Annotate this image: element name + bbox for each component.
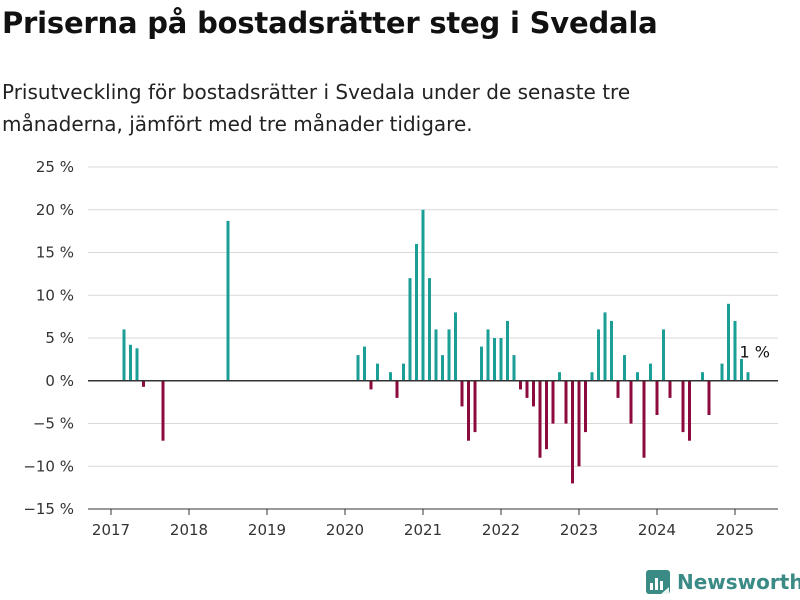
bar xyxy=(363,346,366,381)
bar xyxy=(447,329,451,381)
bar xyxy=(460,380,464,407)
bar xyxy=(519,380,522,390)
chart-title: Priserna på bostadsrätter steg i Svedala xyxy=(2,6,658,40)
y-tick-label: −5 % xyxy=(33,415,74,433)
bar xyxy=(454,312,457,381)
bar xyxy=(441,355,444,381)
newsworthy-logo-icon xyxy=(646,570,670,594)
bar xyxy=(610,320,613,381)
y-tick-label: 20 % xyxy=(36,201,74,219)
bar xyxy=(584,380,587,433)
bar xyxy=(655,380,659,415)
bar xyxy=(499,338,503,381)
x-tick-label: 2020 xyxy=(326,521,364,539)
x-tick-label: 2019 xyxy=(248,521,286,539)
bar xyxy=(408,278,412,381)
bar xyxy=(701,372,704,381)
bar xyxy=(369,380,373,390)
y-tick-label: 10 % xyxy=(36,286,74,304)
bar xyxy=(486,329,490,381)
bar xyxy=(376,363,379,381)
bar xyxy=(389,372,392,381)
bar xyxy=(473,380,477,433)
y-tick-label: 15 % xyxy=(36,244,74,262)
bar xyxy=(733,320,737,381)
bar xyxy=(662,329,665,381)
bar xyxy=(668,380,672,398)
bar xyxy=(636,372,639,381)
bar xyxy=(720,363,724,381)
bar xyxy=(642,380,646,458)
bar xyxy=(421,209,425,381)
bar xyxy=(577,380,581,467)
bar xyxy=(122,329,126,381)
axes: 25 % 20 % 15 % 10 % 5 % 0 % −5 % −10 % −15 % 2017… xyxy=(23,158,778,539)
x-tick-label: 2023 xyxy=(560,521,598,539)
bar xyxy=(493,338,496,381)
bar xyxy=(564,380,568,424)
x-tick-label: 2022 xyxy=(482,521,520,539)
bar xyxy=(558,372,561,381)
bar xyxy=(538,380,542,458)
bar xyxy=(681,380,685,433)
chart-subtitle: Prisutveckling för bostadsrätter i Sveda… xyxy=(2,80,631,136)
bar xyxy=(142,380,145,387)
x-tick-label: 2024 xyxy=(638,521,676,539)
bar xyxy=(707,380,711,415)
x-tick-label: 2021 xyxy=(404,521,442,539)
bar xyxy=(434,329,438,381)
bar xyxy=(623,355,626,381)
gridlines xyxy=(88,166,778,510)
bar xyxy=(649,363,652,381)
bar xyxy=(415,243,418,381)
y-tick-label: 5 % xyxy=(45,329,74,347)
x-tick-label: 2025 xyxy=(716,521,754,539)
x-tick-label: 2017 xyxy=(92,521,130,539)
bar xyxy=(616,380,620,398)
brand-name: Newsworthy xyxy=(677,570,800,594)
x-tick-label: 2018 xyxy=(170,521,208,539)
bar xyxy=(688,380,691,441)
bar xyxy=(467,380,470,441)
y-tick-label: 0 % xyxy=(45,372,74,390)
bar xyxy=(545,380,548,450)
bar xyxy=(129,344,132,381)
bar xyxy=(629,380,633,424)
bar xyxy=(135,348,139,381)
bar xyxy=(727,303,730,381)
bar xyxy=(402,363,405,381)
bar xyxy=(506,320,509,381)
bar xyxy=(551,380,555,424)
y-tick-label: 25 % xyxy=(36,158,74,176)
bar xyxy=(525,380,529,398)
bar xyxy=(740,355,743,381)
bar xyxy=(571,380,574,484)
annotations: 1 % xyxy=(738,341,771,363)
bar xyxy=(226,220,230,381)
bar xyxy=(590,372,594,381)
bar xyxy=(597,329,600,381)
last-value-annotation: 1 % xyxy=(740,343,770,362)
bar xyxy=(603,312,607,381)
bars xyxy=(122,209,750,484)
bar xyxy=(428,278,431,381)
bar xyxy=(532,380,535,407)
y-tick-label: −10 % xyxy=(23,457,74,475)
brand-logo: Newsworthy xyxy=(645,569,800,595)
bar xyxy=(746,372,750,381)
y-tick-label: −15 % xyxy=(23,500,74,518)
bar xyxy=(356,355,360,381)
bar xyxy=(512,355,516,381)
bar xyxy=(395,380,399,398)
bar xyxy=(480,346,483,381)
bar xyxy=(161,380,165,441)
